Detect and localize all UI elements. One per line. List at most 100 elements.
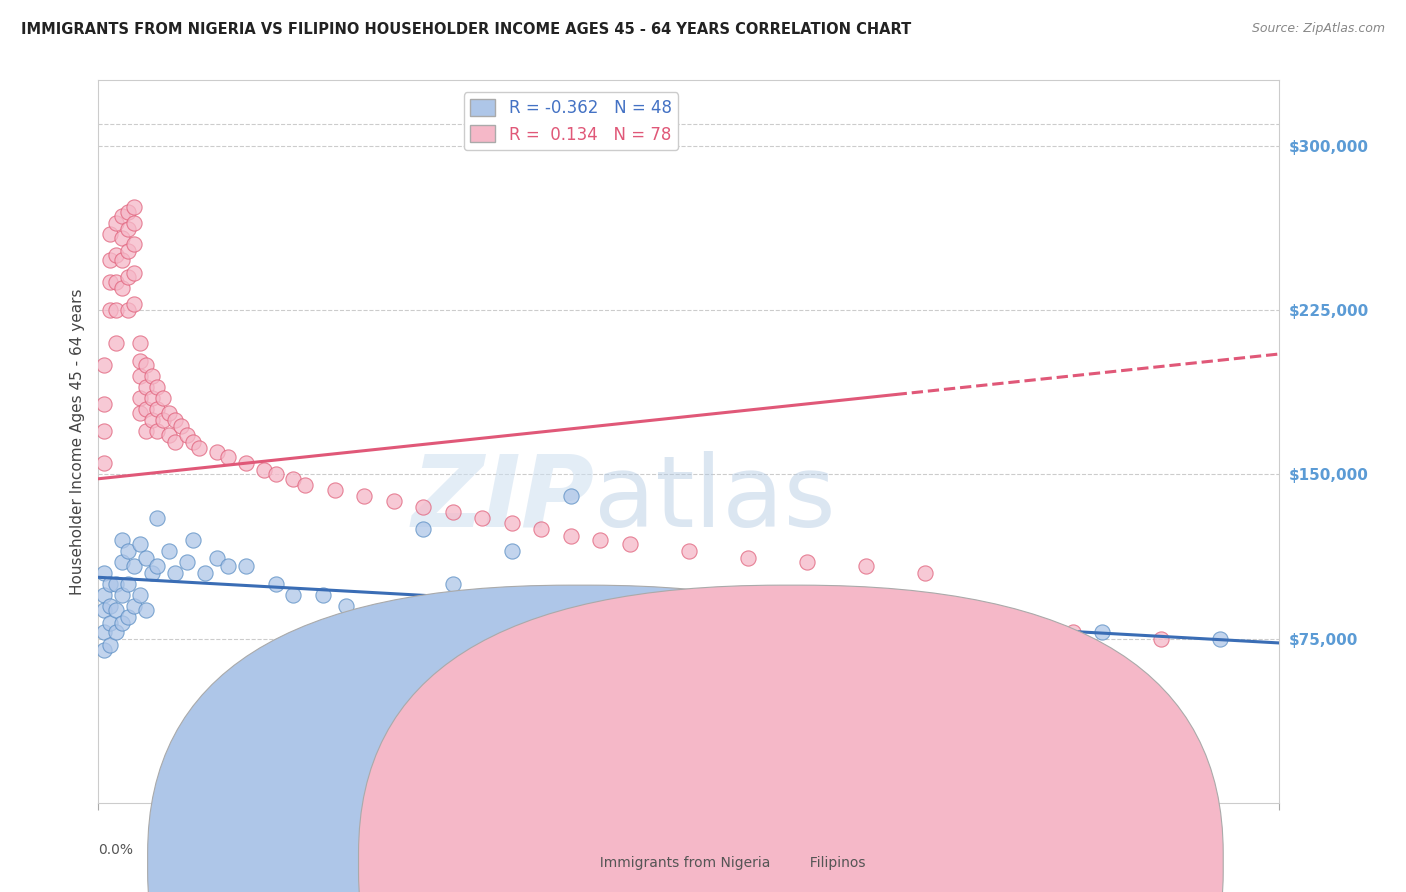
- Point: [128, 537, 150, 551]
- Point: [93, 603, 115, 617]
- Point: [98, 599, 121, 613]
- Point: [157, 428, 180, 442]
- Point: [1091, 625, 1114, 640]
- Point: [1002, 621, 1025, 635]
- Point: [737, 550, 759, 565]
- Point: [105, 303, 128, 318]
- Point: [141, 391, 163, 405]
- Point: [412, 522, 434, 536]
- Point: [217, 559, 239, 574]
- Point: [187, 441, 209, 455]
- Point: [235, 457, 257, 471]
- Point: [93, 397, 115, 411]
- Point: [122, 599, 145, 613]
- Text: IMMIGRANTS FROM NIGERIA VS FILIPINO HOUSEHOLDER INCOME AGES 45 - 64 YEARS CORREL: IMMIGRANTS FROM NIGERIA VS FILIPINO HOUS…: [21, 22, 911, 37]
- Point: [283, 472, 305, 486]
- Point: [117, 303, 139, 318]
- Point: [128, 336, 150, 351]
- Point: [141, 566, 163, 580]
- Point: [93, 625, 115, 640]
- Point: [294, 478, 316, 492]
- Point: [128, 406, 150, 420]
- Point: [146, 511, 169, 525]
- Point: [128, 391, 150, 405]
- Point: [93, 457, 115, 471]
- Point: [93, 358, 115, 372]
- Point: [217, 450, 239, 464]
- Point: [441, 577, 464, 591]
- Point: [111, 209, 134, 223]
- Point: [146, 380, 169, 394]
- Point: [128, 368, 150, 383]
- Point: [796, 555, 818, 569]
- Point: [1062, 625, 1084, 640]
- Point: [146, 401, 169, 416]
- Point: [98, 638, 121, 652]
- Point: [560, 529, 582, 543]
- Point: [122, 237, 145, 252]
- Point: [117, 270, 139, 285]
- Point: [619, 537, 641, 551]
- Point: [105, 336, 128, 351]
- Text: Filipinos: Filipinos: [801, 855, 866, 870]
- Point: [157, 544, 180, 558]
- Point: [93, 424, 115, 438]
- Point: [796, 599, 818, 613]
- Point: [93, 566, 115, 580]
- Point: [135, 603, 157, 617]
- Point: [135, 380, 157, 394]
- Point: [105, 603, 128, 617]
- Point: [253, 463, 276, 477]
- Point: [146, 424, 169, 438]
- Point: [93, 642, 115, 657]
- Point: [181, 434, 204, 449]
- Point: [105, 625, 128, 640]
- Point: [117, 244, 139, 258]
- Point: [122, 266, 145, 280]
- Point: [1002, 621, 1025, 635]
- Point: [117, 544, 139, 558]
- Point: [98, 227, 121, 241]
- Point: [176, 428, 198, 442]
- Point: [471, 511, 494, 525]
- Point: [589, 533, 612, 547]
- Point: [141, 368, 163, 383]
- Point: [146, 559, 169, 574]
- Point: [135, 358, 157, 372]
- Point: [165, 434, 187, 449]
- Point: [122, 216, 145, 230]
- Point: [111, 252, 134, 267]
- Point: [264, 467, 287, 482]
- Point: [98, 577, 121, 591]
- Point: [382, 493, 405, 508]
- Point: [98, 275, 121, 289]
- Point: [283, 588, 305, 602]
- Text: ZIP: ZIP: [412, 450, 595, 548]
- Point: [117, 222, 139, 236]
- Point: [181, 533, 204, 547]
- Point: [117, 609, 139, 624]
- Point: [105, 216, 128, 230]
- Point: [530, 522, 553, 536]
- Point: [105, 275, 128, 289]
- Point: [235, 559, 257, 574]
- Point: [170, 419, 193, 434]
- Point: [128, 588, 150, 602]
- Y-axis label: Householder Income Ages 45 - 64 years: Householder Income Ages 45 - 64 years: [69, 288, 84, 595]
- Point: [135, 401, 157, 416]
- Point: [264, 577, 287, 591]
- Point: [441, 505, 464, 519]
- Point: [111, 555, 134, 569]
- Point: [157, 406, 180, 420]
- Point: [135, 424, 157, 438]
- Point: [111, 533, 134, 547]
- Point: [678, 544, 700, 558]
- Point: [111, 231, 134, 245]
- Point: [914, 566, 936, 580]
- Point: [98, 616, 121, 631]
- Point: [98, 303, 121, 318]
- Point: [1150, 632, 1173, 646]
- Point: [105, 248, 128, 262]
- Point: [165, 566, 187, 580]
- Point: [111, 616, 134, 631]
